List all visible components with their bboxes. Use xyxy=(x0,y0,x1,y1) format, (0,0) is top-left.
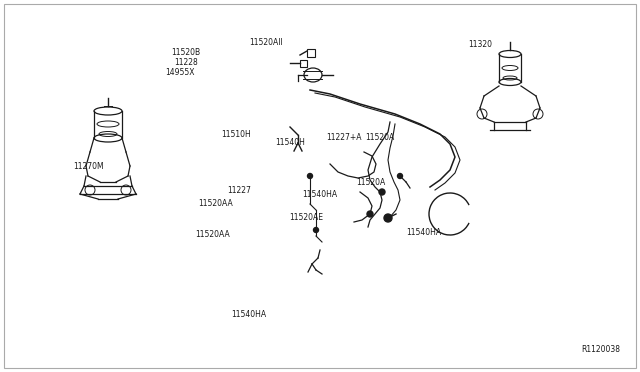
Text: 11520A: 11520A xyxy=(356,178,385,187)
Text: 11520AA: 11520AA xyxy=(198,199,233,208)
Text: 11540HA: 11540HA xyxy=(302,190,337,199)
Circle shape xyxy=(367,211,373,217)
Text: 11520AA: 11520AA xyxy=(195,230,230,239)
Text: 11270M: 11270M xyxy=(74,162,104,171)
Bar xyxy=(307,49,315,57)
Circle shape xyxy=(379,189,385,195)
Circle shape xyxy=(384,214,392,222)
Circle shape xyxy=(307,173,312,179)
Text: 11227+A: 11227+A xyxy=(326,133,362,142)
Bar xyxy=(300,60,307,67)
Text: 11540HA: 11540HA xyxy=(232,310,267,319)
Text: 11540HA: 11540HA xyxy=(406,228,442,237)
Text: R1120038: R1120038 xyxy=(581,345,620,354)
Text: 11320: 11320 xyxy=(468,40,492,49)
Text: 11520AII: 11520AII xyxy=(250,38,284,47)
Circle shape xyxy=(314,228,319,232)
Text: 11520A: 11520A xyxy=(365,133,394,142)
Text: 14955X: 14955X xyxy=(165,68,195,77)
Text: 11228: 11228 xyxy=(174,58,198,67)
Text: 11510H: 11510H xyxy=(221,130,250,139)
Text: 11227: 11227 xyxy=(227,186,251,195)
Text: 11540H: 11540H xyxy=(275,138,305,147)
Text: 11520AE: 11520AE xyxy=(289,214,323,222)
Circle shape xyxy=(397,173,403,179)
Text: 11520B: 11520B xyxy=(172,48,201,57)
